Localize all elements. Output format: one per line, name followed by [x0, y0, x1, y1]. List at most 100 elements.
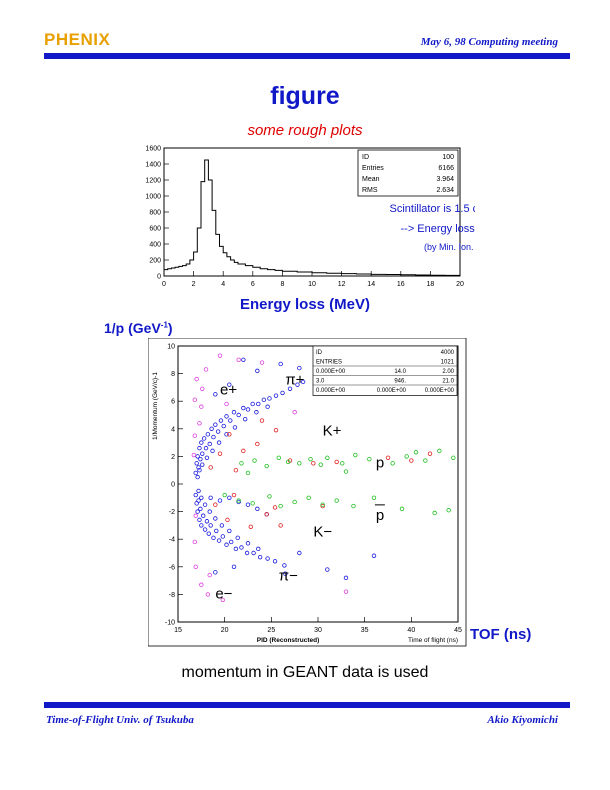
- scatter-point-pi: [220, 534, 225, 539]
- scatter-point-K: [259, 418, 265, 423]
- scatter-point-K: [217, 451, 223, 456]
- scatter-point-K: [311, 461, 316, 466]
- scatter-point-pi: [250, 401, 255, 407]
- scatter-point-p: [278, 503, 283, 509]
- hist-stat-value: 100: [442, 154, 454, 161]
- hist-y-tick-label: 600: [149, 226, 161, 233]
- hist-outline: [164, 159, 460, 276]
- scatter-y-tick-label: 10: [167, 344, 175, 351]
- hist-y-tick-label: 200: [149, 258, 161, 265]
- scatter-point-pi: [199, 495, 204, 500]
- footer-left: Time-of-Flight Univ. of Tsukuba: [46, 714, 194, 726]
- hist-y-tick-label: 800: [149, 210, 161, 217]
- scatter-stat-cell: 3.0: [316, 379, 325, 385]
- scatter-y-tick-label: -4: [169, 537, 175, 544]
- scatter-point-pi: [245, 541, 251, 546]
- scatter-point-p: [351, 503, 356, 509]
- scatter-stat-cell: 4000: [441, 350, 455, 356]
- scatter-point-K: [248, 524, 253, 529]
- scatter-point-K: [272, 505, 278, 510]
- scatter-point-p: [334, 498, 339, 503]
- scatter-point-K: [334, 459, 339, 465]
- scatter-point-pi: [216, 440, 222, 445]
- hist-annotation-1: Scintillator is 1.5 cm thick: [390, 203, 475, 215]
- logo-text: PHENIX: [44, 30, 111, 49]
- scatter-point-p: [423, 458, 428, 463]
- caption: momentum in GEANT data is used: [181, 664, 429, 681]
- scatter-point-K: [427, 451, 433, 456]
- scatter-point-pi: [211, 535, 216, 541]
- scatter-x-tick-label: 15: [174, 627, 182, 634]
- scatter-y-tick-label: -10: [165, 620, 175, 627]
- scatter-point-e: [192, 539, 197, 545]
- scatter-point-pi: [208, 495, 213, 500]
- scatter-x-tick-label: 25: [267, 627, 275, 634]
- scatter-point-K: [255, 441, 260, 447]
- scatter-point-pi: [219, 523, 225, 528]
- scatter-point-pi: [211, 434, 216, 440]
- hist-y-tick-label: 400: [149, 242, 161, 249]
- scatter-point-pi: [251, 550, 256, 556]
- scatter-stat-cell: 21.0: [442, 379, 454, 385]
- scatter-point-p: [413, 450, 419, 455]
- particle-label: p: [376, 454, 384, 471]
- scatter-point-p: [432, 510, 437, 516]
- scatter-point-pi: [218, 418, 224, 423]
- scatter-point-pi: [202, 502, 208, 507]
- hist-x-tick-label: 10: [308, 281, 316, 288]
- scatter-point-pi: [236, 499, 241, 505]
- scatter-point-pi: [241, 405, 246, 411]
- scatter-y-tick-label: 8: [171, 371, 175, 378]
- scatter-point-e: [207, 572, 212, 578]
- scatter-point-pi: [193, 470, 198, 476]
- scatter-point-p: [239, 461, 244, 466]
- scatter-x-tick-label: 30: [314, 627, 322, 634]
- scatter-point-pi: [198, 506, 203, 512]
- scatter-point-p: [343, 469, 349, 474]
- scatter-point-p: [390, 461, 395, 466]
- hist-y-tick-label: 1600: [145, 146, 161, 153]
- scatter-point-pi: [195, 454, 200, 459]
- scatter-point-p: [308, 456, 313, 462]
- scatter-point-pi: [255, 368, 260, 374]
- scatter-point-e: [205, 592, 211, 597]
- particle-label: K+: [323, 423, 342, 440]
- scatter-y-tick-label: 2: [171, 454, 175, 461]
- particle-label: e+: [220, 381, 237, 398]
- scatter-point-e: [199, 582, 204, 587]
- scatter-y-tick-label: 0: [171, 482, 175, 489]
- hist-stat-value: 3.964: [436, 176, 454, 183]
- hist-stat-label: Entries: [362, 165, 384, 172]
- scatter-inner-xlabel: PID (Reconstructed): [257, 637, 319, 644]
- scatter-point-pi: [201, 436, 207, 441]
- scatter-point-pi: [231, 410, 237, 415]
- scatter-point-pi: [233, 546, 239, 552]
- scatter-point-pi: [217, 498, 223, 503]
- scatter-point-pi: [208, 523, 213, 528]
- hist-x-tick-label: 2: [192, 281, 196, 288]
- scatter-point-p: [451, 455, 456, 460]
- hist-y-tick-label: 1200: [145, 178, 161, 185]
- hist-annotation-2: --> Energy loss ~3MeV: [401, 223, 476, 235]
- scatter-point-e: [194, 376, 199, 382]
- scatter-point-p: [267, 494, 272, 499]
- scatter-point-pi: [228, 539, 234, 545]
- scatter-point-e: [192, 433, 197, 438]
- scatter-stat-cell: 0.000E+00: [425, 388, 455, 394]
- scatter-point-p: [399, 506, 405, 512]
- scatter-point-pi: [254, 410, 259, 415]
- scatter-point-K: [278, 523, 283, 528]
- scatter-y-tick-label: -6: [169, 564, 175, 571]
- scatter-x-tick-label: 45: [454, 627, 462, 634]
- scatter-point-p: [222, 492, 227, 498]
- scatter-point-e: [193, 564, 198, 569]
- hist-stat-label: ID: [362, 154, 369, 161]
- hist-stats-box: [357, 149, 459, 197]
- scatter-point-e: [199, 404, 204, 409]
- scatter-point-p: [250, 501, 255, 506]
- hist-x-tick-label: 0: [162, 281, 166, 288]
- scatter-point-p: [318, 462, 323, 467]
- scatter-point-pi: [282, 563, 287, 568]
- scatter-point-pi: [272, 559, 278, 564]
- scatter-stats-box: [312, 345, 458, 396]
